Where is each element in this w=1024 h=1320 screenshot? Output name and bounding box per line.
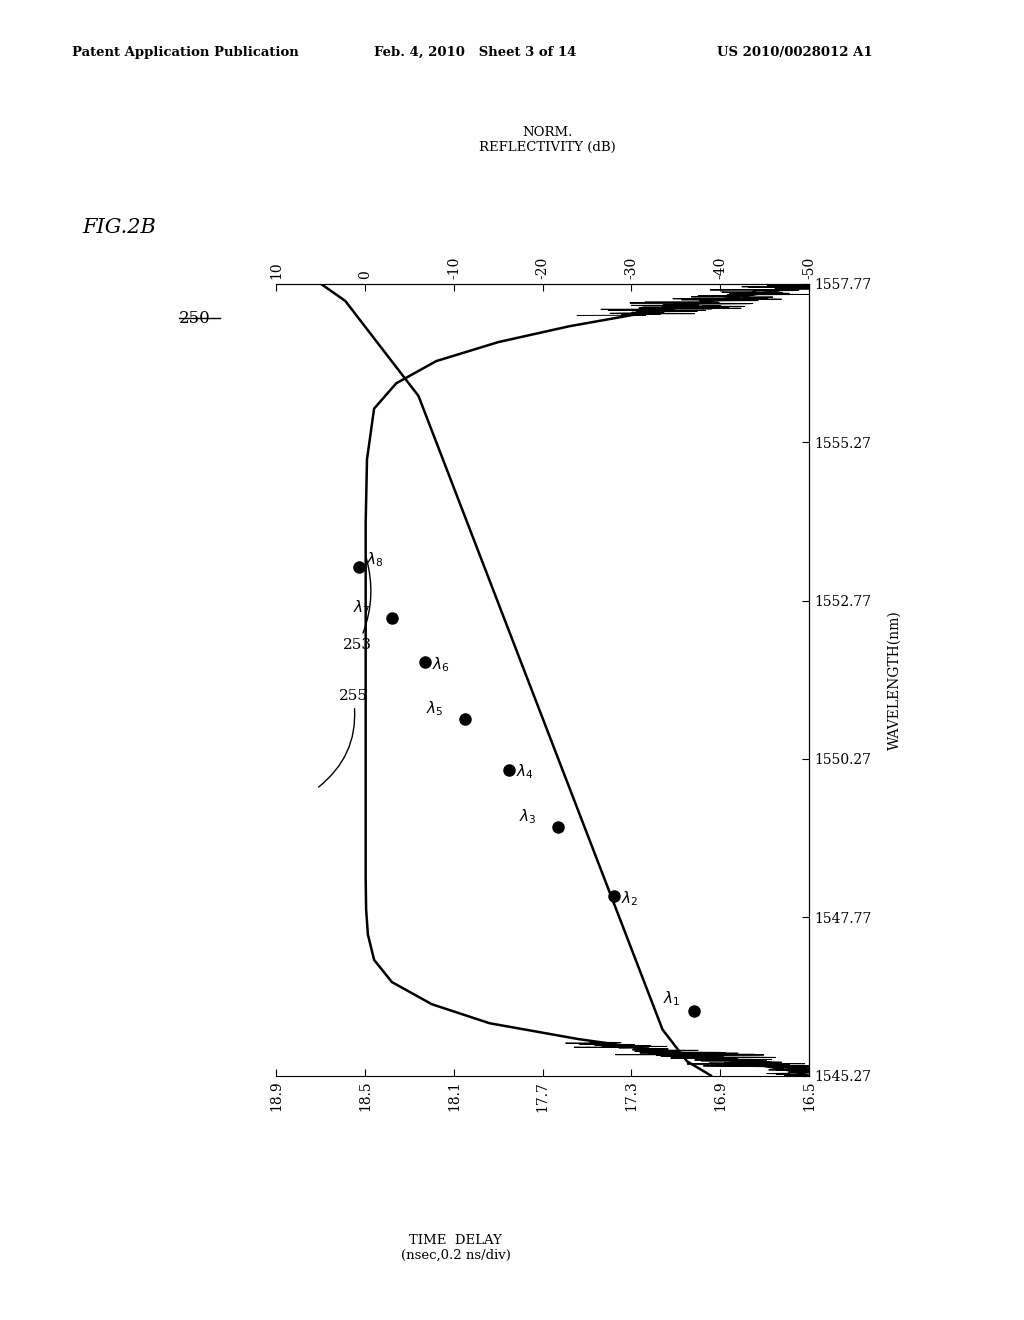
Text: $\lambda_4$: $\lambda_4$ bbox=[516, 763, 535, 781]
Text: Patent Application Publication: Patent Application Publication bbox=[72, 46, 298, 59]
Text: NORM.
REFLECTIVITY (dB): NORM. REFLECTIVITY (dB) bbox=[479, 127, 616, 154]
Text: $\lambda_3$: $\lambda_3$ bbox=[519, 808, 537, 826]
Text: $\lambda_2$: $\lambda_2$ bbox=[621, 890, 638, 908]
Text: 250: 250 bbox=[179, 310, 211, 327]
Text: TIME  DELAY
(nsec,0.2 ns/div): TIME DELAY (nsec,0.2 ns/div) bbox=[400, 1234, 511, 1262]
Text: $\lambda_8$: $\lambda_8$ bbox=[366, 550, 383, 569]
Text: FIG.2B: FIG.2B bbox=[82, 218, 156, 236]
Text: Feb. 4, 2010   Sheet 3 of 14: Feb. 4, 2010 Sheet 3 of 14 bbox=[374, 46, 577, 59]
Text: $\lambda_5$: $\lambda_5$ bbox=[426, 700, 443, 718]
Y-axis label: WAVELENGTH(nm): WAVELENGTH(nm) bbox=[888, 610, 902, 750]
Text: $\lambda_1$: $\lambda_1$ bbox=[663, 990, 681, 1008]
Text: $\lambda_7$: $\lambda_7$ bbox=[353, 598, 371, 616]
Text: 253: 253 bbox=[343, 557, 372, 652]
Text: 255: 255 bbox=[318, 689, 368, 787]
Text: US 2010/0028012 A1: US 2010/0028012 A1 bbox=[717, 46, 872, 59]
Text: $\lambda_6$: $\lambda_6$ bbox=[432, 655, 450, 673]
